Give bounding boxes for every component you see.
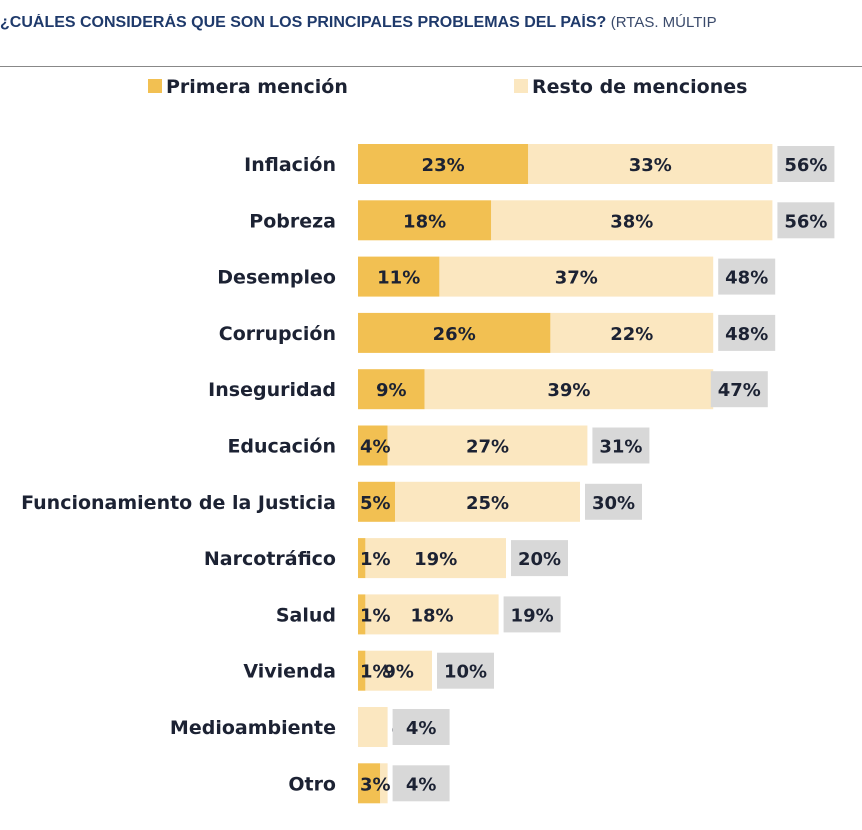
bar-primera bbox=[358, 481, 395, 522]
bar-resto bbox=[550, 312, 714, 353]
data-label-resto: 9% bbox=[383, 662, 414, 683]
total-box bbox=[592, 427, 650, 464]
total-label: 47% bbox=[718, 380, 761, 401]
bar-primera bbox=[358, 425, 388, 466]
bar-primera bbox=[358, 200, 492, 241]
total-box bbox=[777, 202, 835, 239]
data-label-primera: 26% bbox=[433, 324, 476, 345]
bar-resto bbox=[491, 200, 773, 241]
total-box bbox=[511, 540, 568, 577]
total-label: 48% bbox=[725, 324, 768, 345]
category-label: Corrupción bbox=[219, 323, 336, 345]
data-label-primera: 11% bbox=[377, 268, 420, 289]
data-label-primera: 1% bbox=[360, 549, 391, 570]
category-label: Vivienda bbox=[243, 661, 336, 683]
legend-item-primera: Primera mención bbox=[148, 76, 348, 98]
data-label-resto: 39% bbox=[547, 380, 590, 401]
total-box bbox=[437, 652, 494, 689]
category-label: Pobreza bbox=[249, 210, 336, 232]
category-label: Inseguridad bbox=[208, 379, 336, 401]
total-label: 4% bbox=[406, 718, 437, 739]
total-box bbox=[718, 258, 776, 295]
bar-resto bbox=[395, 481, 580, 522]
legend-swatch-resto bbox=[514, 79, 528, 93]
total-label: 4% bbox=[406, 774, 437, 795]
data-label-primera: 18% bbox=[403, 211, 446, 232]
title-main: ¿CUÁLES CONSIDERÁS QUE SON LOS PRINCIPAL… bbox=[0, 14, 607, 31]
title-rule bbox=[0, 66, 862, 67]
data-label-resto: 38% bbox=[610, 211, 653, 232]
bar-primera bbox=[358, 594, 366, 635]
data-label-resto: 22% bbox=[610, 324, 653, 345]
legend-swatch-primera bbox=[148, 79, 162, 93]
data-label-resto: 18% bbox=[410, 605, 453, 626]
bar-primera bbox=[358, 763, 381, 804]
data-label-primera: 3% bbox=[360, 774, 391, 795]
bar-resto bbox=[528, 144, 773, 184]
bar-resto bbox=[424, 369, 714, 410]
data-label-primera: 23% bbox=[422, 155, 465, 176]
total-label: 10% bbox=[444, 662, 487, 683]
total-label: 20% bbox=[518, 549, 561, 570]
total-label: 30% bbox=[592, 493, 635, 514]
title-continuation: (RTAS. MÚLTIP bbox=[610, 14, 717, 31]
total-label: 48% bbox=[725, 268, 768, 289]
total-box bbox=[392, 765, 450, 802]
data-label-resto: 33% bbox=[629, 155, 672, 176]
data-label-resto: 27% bbox=[466, 437, 509, 458]
bar-primera bbox=[358, 369, 425, 410]
total-box bbox=[718, 314, 776, 351]
bar-resto bbox=[439, 256, 714, 297]
data-label-resto: 37% bbox=[555, 268, 598, 289]
bar-primera bbox=[358, 650, 366, 691]
data-label-primera: 9% bbox=[376, 380, 407, 401]
category-label: Narcotráfico bbox=[204, 548, 336, 570]
data-label-primera: 1% bbox=[360, 662, 391, 683]
bar-resto bbox=[365, 538, 506, 579]
category-label: Inflación bbox=[244, 154, 336, 176]
bar-primera bbox=[358, 144, 529, 184]
total-label: 31% bbox=[599, 437, 642, 458]
category-label: Educación bbox=[227, 436, 336, 458]
total-label: 56% bbox=[784, 155, 827, 176]
bar-resto bbox=[358, 707, 388, 747]
data-label-primera: 4% bbox=[360, 437, 391, 458]
data-label-resto: 19% bbox=[414, 549, 457, 570]
chart-title: ¿CUÁLES CONSIDERÁS QUE SON LOS PRINCIPAL… bbox=[0, 14, 862, 40]
data-label-resto: 25% bbox=[466, 493, 509, 514]
category-label: Otro bbox=[288, 773, 336, 795]
total-label: 56% bbox=[784, 211, 827, 232]
bar-primera bbox=[358, 256, 440, 297]
bar-resto bbox=[365, 650, 432, 691]
bar-primera bbox=[358, 312, 551, 353]
legend-label-resto: Resto de menciones bbox=[532, 76, 748, 98]
total-label: 19% bbox=[511, 605, 554, 626]
total-box bbox=[777, 146, 835, 182]
category-label: Salud bbox=[276, 604, 336, 626]
total-box bbox=[392, 709, 450, 745]
bar-primera bbox=[358, 538, 366, 579]
data-label-primera: 1% bbox=[360, 605, 391, 626]
legend-item-resto: Resto de menciones bbox=[514, 76, 747, 98]
category-label: Desempleo bbox=[217, 267, 336, 289]
category-label: Medioambiente bbox=[170, 717, 336, 739]
data-label-primera: 5% bbox=[360, 493, 391, 514]
category-label: Funcionamiento de la Justicia bbox=[21, 492, 336, 514]
legend: Primera mención Resto de menciones bbox=[0, 70, 862, 104]
total-box bbox=[503, 596, 561, 633]
total-box bbox=[710, 371, 768, 408]
total-box bbox=[585, 483, 642, 520]
bar-resto bbox=[380, 763, 388, 804]
bar-resto bbox=[387, 425, 588, 466]
bar-resto bbox=[365, 594, 499, 635]
legend-label-primera: Primera mención bbox=[166, 76, 348, 98]
